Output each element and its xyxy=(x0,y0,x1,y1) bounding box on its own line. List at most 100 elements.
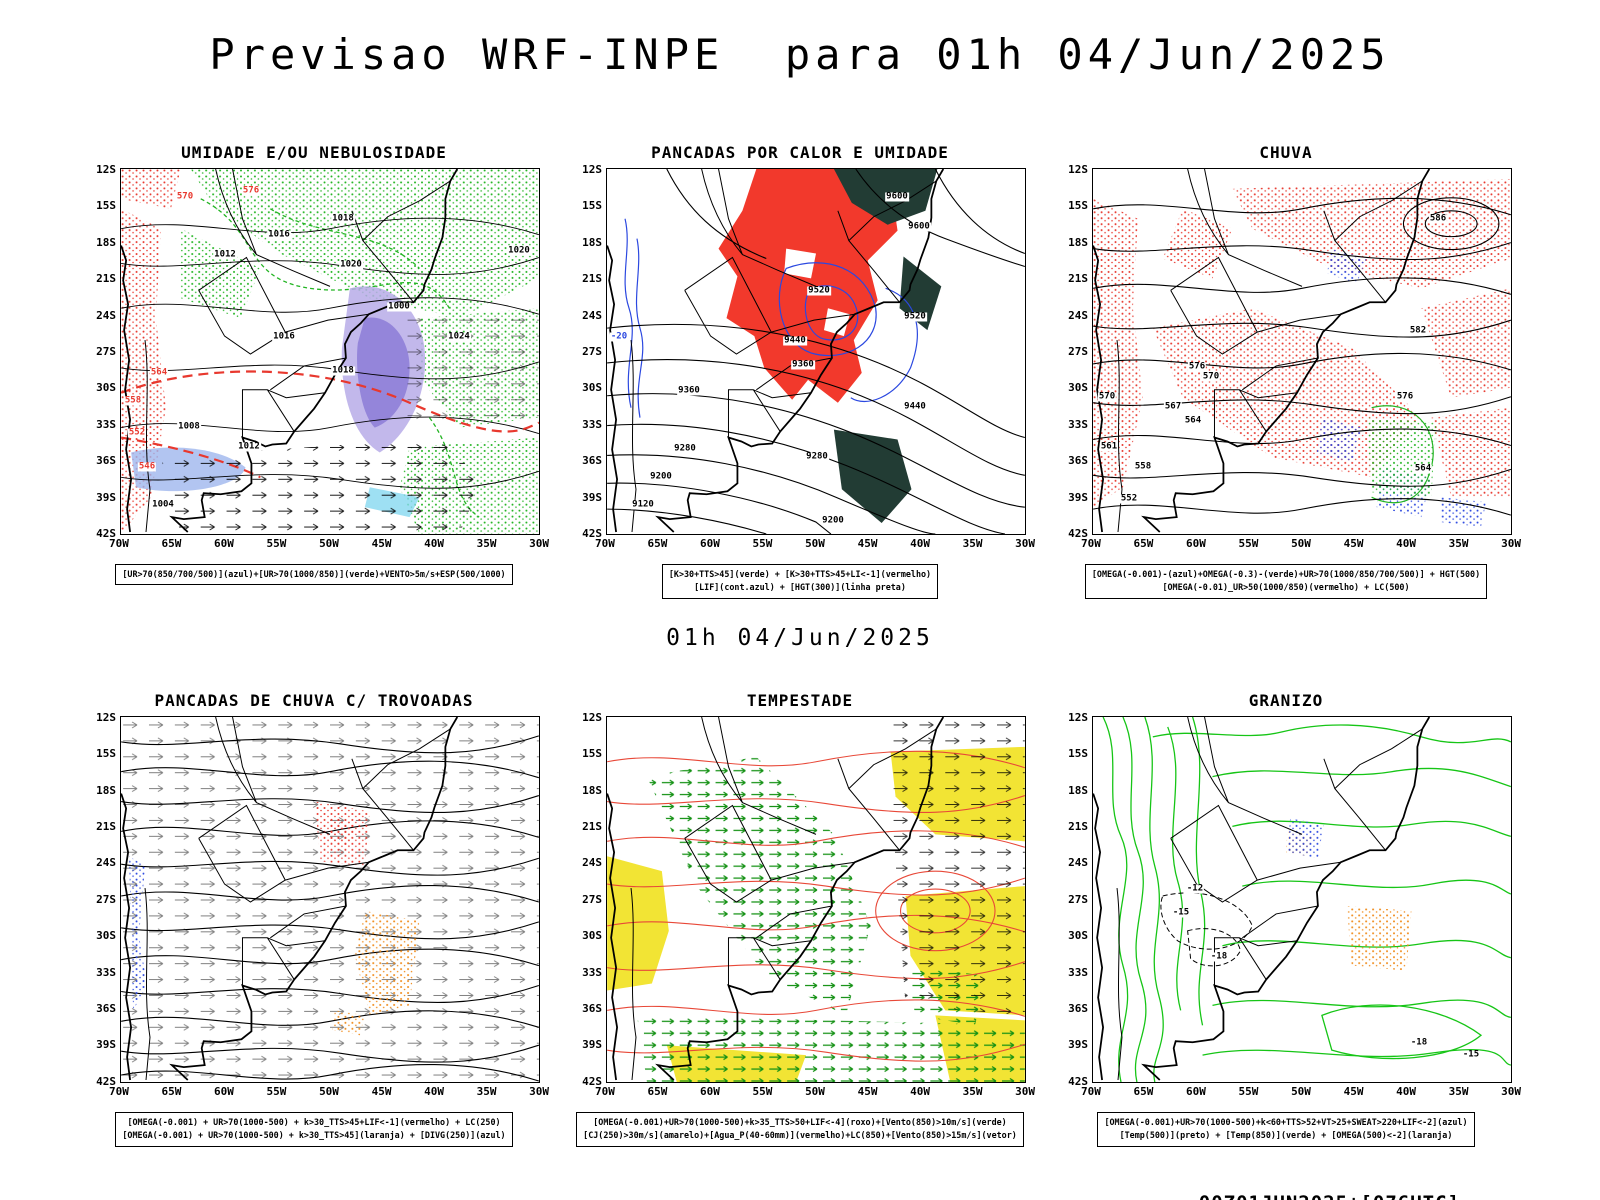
lat-tick-label: 18S xyxy=(96,235,116,249)
maps-grid-row-2: PANCADAS DE CHUVA C/ TROVOADAS 12S 15S 18S… xyxy=(0,691,1600,1147)
latitude-axis: 12S 15S 18S 21S 24S 27S 30S 33S 36S 39S 42S xyxy=(88,163,120,540)
legend-line: [UR>70(850/700/500)](azul)+[UR>70(1000/8… xyxy=(122,569,506,579)
longitude-axis: 70W 65W 60W 55W 50W 45W 40W 35W 30W xyxy=(1081,1084,1521,1098)
lat-tick-label: 24S xyxy=(582,308,602,322)
lat-tick-label: 39S xyxy=(96,490,116,504)
lat-tick-label: 39S xyxy=(1068,490,1088,504)
lon-tick-label: 55W xyxy=(266,1084,287,1098)
temp500-black-contours xyxy=(1160,892,1253,967)
legend-line: [Temp(500)](preto) + [Temp(850)](verde) … xyxy=(1119,1130,1453,1141)
longitude-axis: 70W 65W 60W 55W 50W 45W 40W 35W 30W xyxy=(595,1084,1035,1098)
lat-tick-label: 12S xyxy=(96,710,116,724)
lat-tick-label: 12S xyxy=(582,163,602,176)
lat-tick-label: 21S xyxy=(582,272,602,286)
map-figure-granizo xyxy=(1093,716,1511,1082)
panel-title-trovoadas: PANCADAS DE CHUVA C/ TROVOADAS xyxy=(154,690,474,710)
lon-tick-label: 65W xyxy=(161,537,182,550)
map-chuva: 586 582 576 576 570 570 567 564 561 558 564 552 xyxy=(1092,168,1512,535)
lat-tick-label: 12S xyxy=(1068,163,1088,176)
lat-tick-label: 42S xyxy=(1068,1074,1088,1088)
panel-pancadas-calor: PANCADAS POR CALOR E UMIDADE 12S 15S 18S 21… xyxy=(574,143,1035,599)
wind-vectors-black xyxy=(885,716,1025,1016)
longitude-axis: 70W 65W 60W 55W 50W 45W 40W 35W 30W xyxy=(1081,537,1521,550)
lat-tick-label: 24S xyxy=(1068,856,1088,870)
lat-tick-label: 33S xyxy=(1068,965,1088,979)
legend-box-pancadas-calor: [K>30+TTS>45](verde) + [K>30+TTS>45+LI<-… xyxy=(661,564,939,599)
showers-orange-speckles xyxy=(331,910,420,1036)
lon-tick-label: 45W xyxy=(371,537,392,550)
map-figure-tempestade xyxy=(607,716,1025,1082)
lon-tick-label: 65W xyxy=(1133,537,1154,550)
map-pancadas-calor: 9600 9600 9520 9520 9440 9440 9360 9360 9280 9280… xyxy=(606,168,1026,535)
lon-tick-label: 35W xyxy=(962,1084,983,1098)
lon-tick-label: 45W xyxy=(1343,1084,1364,1098)
lon-tick-label: 45W xyxy=(857,537,878,550)
legend-line: [OMEGA(-0.001)-(azul)+OMEGA(-0.3)-(verde… xyxy=(1091,569,1481,579)
page-title: Previsao WRF-INPE para 01h 04/Jun/2025 xyxy=(209,30,1391,79)
lat-tick-label: 39S xyxy=(582,1038,602,1052)
lat-tick-label: 36S xyxy=(582,1002,602,1015)
lat-tick-label: 30S xyxy=(582,381,602,395)
divergence-blue-speckles xyxy=(129,856,148,1011)
lon-tick-label: 50W xyxy=(319,537,339,550)
lat-tick-label: 18S xyxy=(582,235,602,249)
lat-tick-label: 21S xyxy=(1068,820,1088,834)
lon-tick-label: 50W xyxy=(319,1084,339,1098)
lon-tick-label: 60W xyxy=(700,537,720,550)
latitude-axis: 12S 15S 18S 21S 24S 27S 30S 33S 36S 39S 42S xyxy=(88,711,120,1088)
lat-tick-label: 27S xyxy=(96,344,116,358)
panel-trovoadas: PANCADAS DE CHUVA C/ TROVOADAS 12S 15S 18S… xyxy=(88,690,549,1147)
legend-line: [CJ(250)>30m/s](amarelo)+[Agua_P(40-60mm… xyxy=(583,1130,1017,1141)
latitude-axis: 12S 15S 18S 21S 24S 27S 30S 33S 36S 39S 42S xyxy=(574,711,606,1088)
lon-tick-label: 40W xyxy=(424,1084,444,1098)
panel-title-pancadas-calor: PANCADAS POR CALOR E UMIDADE xyxy=(651,143,949,162)
legend-line: [OMEGA(-0.001)+UR>70(1000-500)+k>35_TTS>… xyxy=(593,1116,1007,1127)
legend-box-umidade: [UR>70(850/700/500)](azul)+[UR>70(1000/8… xyxy=(115,564,513,586)
lat-tick-label: 12S xyxy=(1068,710,1088,724)
lon-tick-label: 70W xyxy=(1081,537,1101,550)
lon-tick-label: 65W xyxy=(647,537,668,550)
legend-line: [OMEGA(-0.001) + UR>70(1000-500) + k>30_… xyxy=(127,1116,501,1127)
lat-tick-label: 27S xyxy=(96,892,116,906)
latitude-axis: 12S 15S 18S 21S 24S 27S 30S 33S 36S 39S 42S xyxy=(1060,163,1092,540)
lat-tick-label: 30S xyxy=(582,929,602,943)
lat-tick-label: 33S xyxy=(96,965,116,979)
run-timestamp: 00Z01JUN2025+[076UTC] xyxy=(1199,1192,1460,1200)
lon-tick-label: 35W xyxy=(1448,1084,1469,1098)
lon-tick-label: 65W xyxy=(1133,1084,1154,1098)
longitude-axis: 70W 65W 60W 55W 50W 45W 40W 35W 30W xyxy=(109,1084,549,1098)
lon-tick-label: 35W xyxy=(1448,537,1469,550)
lon-tick-label: 40W xyxy=(910,537,930,550)
lat-tick-label: 30S xyxy=(96,381,116,395)
lat-tick-label: 18S xyxy=(582,783,602,797)
lat-tick-label: 36S xyxy=(96,1002,116,1015)
lon-tick-label: 50W xyxy=(1291,537,1311,550)
map-figure-trovoadas xyxy=(121,716,539,1082)
lat-tick-label: 21S xyxy=(582,820,602,834)
lat-tick-label: 33S xyxy=(582,417,602,431)
lat-tick-label: 27S xyxy=(1068,892,1088,906)
lon-tick-label: 35W xyxy=(476,537,497,550)
panel-title-granizo: GRANIZO xyxy=(1248,690,1324,710)
lat-tick-label: 36S xyxy=(1068,1002,1088,1015)
lon-tick-label: 70W xyxy=(595,1084,615,1098)
lat-tick-label: 15S xyxy=(1068,747,1088,761)
lon-tick-label: 60W xyxy=(1186,1084,1206,1098)
lon-tick-label: 40W xyxy=(910,1084,930,1098)
omega-green-speckles xyxy=(1366,405,1437,504)
lat-tick-label: 36S xyxy=(582,454,602,468)
lat-tick-label: 24S xyxy=(96,308,116,322)
panel-umidade: UMIDADE E/OU NEBULOSIDADE 12S 15S 18S 21S 24… xyxy=(88,143,549,599)
lat-tick-label: 36S xyxy=(96,454,116,468)
lon-tick-label: 45W xyxy=(1343,537,1364,550)
lon-tick-label: 40W xyxy=(1396,1084,1416,1098)
lon-tick-label: 70W xyxy=(109,537,129,550)
lat-tick-label: 42S xyxy=(582,1074,602,1088)
pacific-coastline xyxy=(1093,792,1104,1081)
lon-tick-label: 30W xyxy=(529,1084,549,1098)
lat-tick-label: 30S xyxy=(1068,381,1088,395)
legend-box-trovoadas: [OMEGA(-0.001) + UR>70(1000-500) + k>30_… xyxy=(115,1111,513,1147)
lat-tick-label: 21S xyxy=(1068,272,1088,286)
lat-tick-label: 39S xyxy=(582,490,602,504)
lat-tick-label: 15S xyxy=(96,747,116,761)
